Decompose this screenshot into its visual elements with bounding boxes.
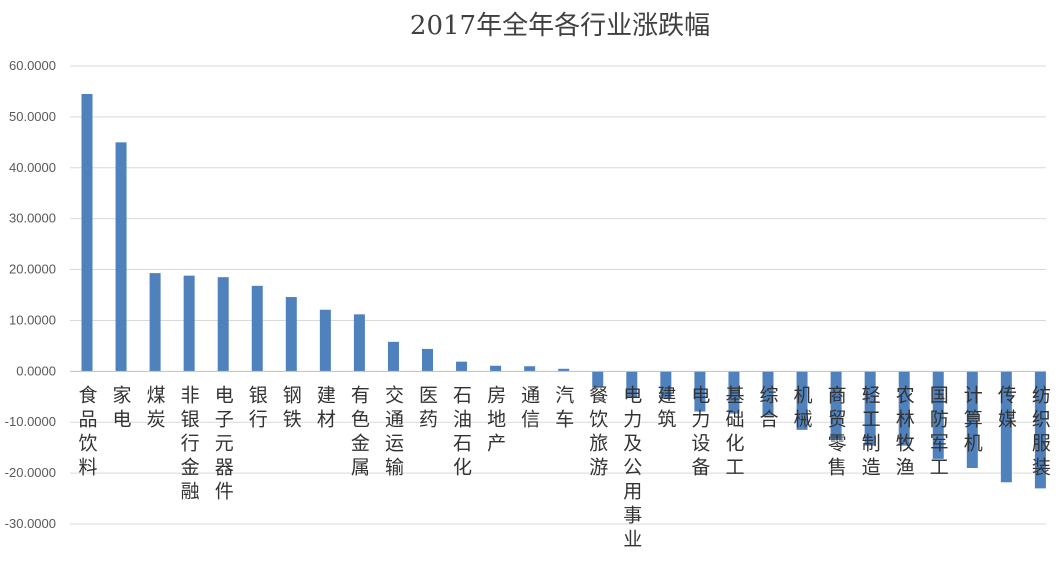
y-tick-label: 10.0000 [9, 312, 56, 327]
x-category-label: 餐饮旅游 [589, 384, 608, 478]
x-category-label: 纺织服装 [1032, 384, 1051, 478]
gridlines [70, 65, 1046, 525]
bar [694, 371, 706, 412]
bar [558, 368, 570, 372]
bar [353, 314, 365, 372]
x-category-label: 计算机 [964, 384, 983, 454]
bar [387, 341, 399, 372]
x-category-label: 通信 [521, 384, 540, 430]
x-category-label: 医药 [419, 384, 438, 430]
x-category-label: 有色金属 [351, 384, 370, 478]
x-category-label: 建材 [317, 384, 336, 430]
bar [456, 361, 468, 372]
x-category-label: 建筑 [657, 384, 676, 430]
bar [285, 297, 297, 372]
bar [490, 365, 502, 372]
bar [81, 93, 93, 372]
x-category-label: 家电 [113, 384, 132, 430]
y-tick-label: 40.0000 [9, 160, 56, 175]
x-category-label: 石油石化 [453, 384, 472, 478]
x-category-label: 国防军工 [930, 384, 949, 478]
x-category-label: 汽车 [555, 384, 574, 430]
bar [319, 309, 331, 372]
x-category-label: 食品饮料 [78, 384, 97, 478]
y-tick-label: 0.0000 [16, 363, 56, 378]
bar [796, 371, 808, 430]
bar [762, 371, 774, 416]
y-tick-label: 30.0000 [9, 211, 56, 226]
bar [524, 366, 536, 372]
chart-title: 2017年全年各行业涨跌幅 [410, 11, 710, 41]
y-tick-label: -30.0000 [5, 516, 56, 531]
x-category-label: 机械 [794, 384, 813, 430]
bar [626, 371, 638, 398]
bar [1000, 371, 1012, 483]
bar [217, 277, 229, 372]
y-tick-label: -10.0000 [5, 414, 56, 429]
bar [1034, 371, 1046, 489]
x-category-label: 非银行金融 [181, 384, 200, 502]
y-axis-tick-labels: 60.0000 50.0000 40.0000 30.0000 20.0000 10.00… [5, 58, 56, 531]
bar [966, 371, 978, 469]
x-category-label: 钢铁 [283, 384, 302, 430]
y-tick-label: 60.0000 [9, 58, 56, 73]
bar [592, 371, 604, 388]
y-tick-label: -20.0000 [5, 465, 56, 480]
bar [932, 371, 944, 459]
x-category-label: 房地产 [487, 384, 506, 454]
x-category-label: 交通运输 [385, 384, 404, 478]
y-tick-label: 50.0000 [9, 109, 56, 124]
y-tick-label: 20.0000 [9, 262, 56, 277]
bar [660, 371, 672, 399]
bar [149, 273, 161, 372]
bar [864, 371, 876, 446]
x-category-label: 商贸零售 [828, 384, 847, 478]
bar [183, 275, 195, 372]
bar [728, 371, 740, 414]
x-category-label: 电力及公用事业 [623, 384, 642, 550]
x-category-label: 农林牧渔 [896, 384, 915, 478]
bar [830, 371, 842, 441]
x-category-label: 煤炭 [147, 384, 166, 430]
x-category-label: 银行 [249, 384, 268, 430]
x-category-label: 基础化工 [725, 384, 744, 478]
x-category-label: 电力设备 [691, 384, 710, 478]
bar [898, 371, 910, 446]
bars [81, 93, 1046, 489]
bar [115, 142, 127, 372]
bar [251, 285, 263, 372]
bar [422, 348, 433, 372]
x-category-label: 电子元器件 [215, 384, 234, 502]
x-category-label: 传媒 [998, 384, 1017, 430]
x-axis-category-labels: 食品饮料家电煤炭非银行金融电子元器件银行钢铁建材有色金属交通运输医药石油石化房地… [78, 384, 1050, 550]
x-category-label: 综合 [759, 384, 778, 430]
x-category-label: 轻工制造 [862, 384, 881, 478]
